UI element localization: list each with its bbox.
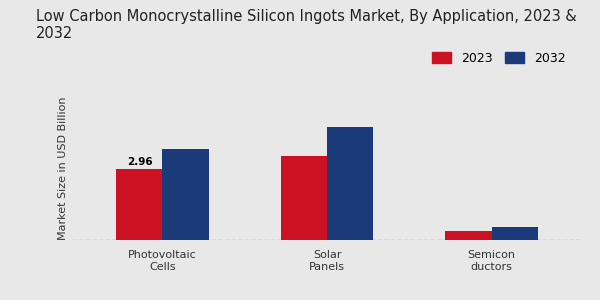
Bar bbox=[445, 231, 491, 240]
Y-axis label: Market Size in USD Billion: Market Size in USD Billion bbox=[58, 96, 68, 240]
Legend: 2023, 2032: 2023, 2032 bbox=[432, 52, 566, 65]
Text: Low Carbon Monocrystalline Silicon Ingots Market, By Application, 2023 &
2032: Low Carbon Monocrystalline Silicon Ingot… bbox=[36, 9, 577, 41]
Bar bbox=[327, 127, 373, 240]
Bar bbox=[491, 227, 538, 240]
Text: 2.96: 2.96 bbox=[127, 157, 152, 166]
Bar bbox=[163, 149, 209, 240]
Bar bbox=[116, 169, 163, 240]
Bar bbox=[281, 156, 327, 240]
